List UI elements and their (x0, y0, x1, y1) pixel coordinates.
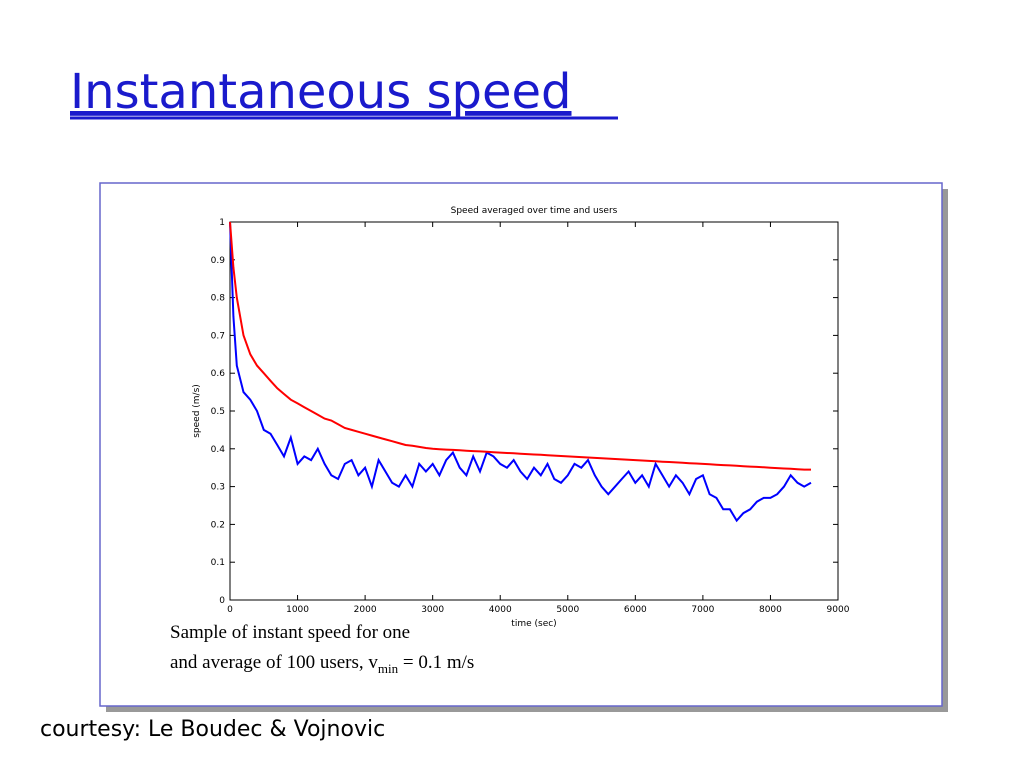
x-tick-label: 2000 (354, 605, 377, 615)
caption-text: and average of 100 users, v (170, 652, 378, 673)
y-tick-label: 0.1 (211, 558, 225, 568)
x-tick-label: 4000 (489, 605, 512, 615)
x-tick-label: 9000 (827, 605, 850, 615)
caption-text: = 0.1 m/s (398, 652, 474, 673)
x-tick-label: 1000 (286, 605, 309, 615)
series-line (229, 221, 812, 523)
x-tick-label: 8000 (759, 605, 782, 615)
caption-subscript: min (378, 661, 399, 676)
y-tick-label: 0.6 (211, 369, 226, 379)
y-tick-label: 0.3 (211, 483, 225, 493)
y-tick-label: 0.9 (211, 256, 226, 266)
x-tick-label: 3000 (421, 605, 444, 615)
caption-line: and average of 100 users, vmin = 0.1 m/s (170, 652, 474, 676)
y-tick-label: 0.4 (211, 445, 226, 455)
series-line (229, 221, 811, 471)
y-tick-label: 0.5 (211, 407, 225, 417)
x-tick-label: 7000 (691, 605, 714, 615)
courtesy: courtesy: Le Boudec & Vojnovic (40, 717, 385, 742)
y-tick-label: 1 (219, 218, 225, 228)
plot: Speed averaged over time and users time (… (192, 206, 850, 629)
chart-title: Speed averaged over time and users (451, 206, 618, 216)
x-axis-label: time (sec) (511, 619, 556, 629)
axes-box (229, 221, 839, 601)
y-tick-label: 0.7 (211, 331, 225, 341)
y-tick-label: 0 (219, 596, 225, 606)
caption-line: Sample of instant speed for one (170, 622, 410, 643)
y-axis-label: speed (m/s) (192, 384, 202, 438)
x-tick-label: 6000 (624, 605, 647, 615)
x-tick-label: 0 (227, 605, 233, 615)
y-tick-label: 0.8 (211, 294, 226, 304)
y-tick-label: 0.2 (211, 520, 225, 530)
slide-title: Instantaneous speed (70, 64, 572, 120)
x-tick-label: 5000 (556, 605, 579, 615)
frame (99, 182, 943, 707)
